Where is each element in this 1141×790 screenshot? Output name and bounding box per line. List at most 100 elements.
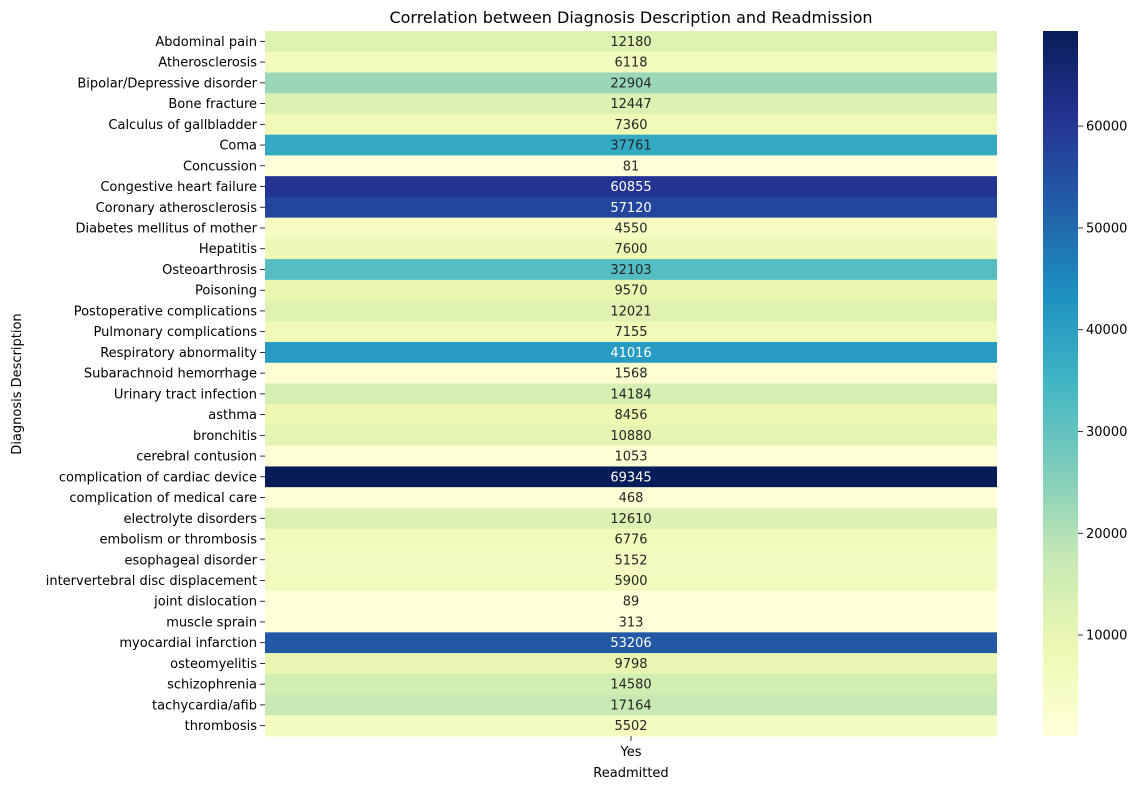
cell-value-label: 1053 xyxy=(614,450,647,465)
heatmap-cell xyxy=(265,694,997,716)
y-tick-label: cerebral contusion xyxy=(136,450,257,465)
y-tick-label: Coma xyxy=(219,139,257,154)
cell-value-label: 12180 xyxy=(610,35,651,50)
y-tick-label: thrombosis xyxy=(185,719,258,734)
colorbar: 10000 20000 30000 40000 50000 60000 xyxy=(1043,31,1127,736)
cell-value-label: 12610 xyxy=(610,512,651,527)
heatmap-cell xyxy=(265,342,997,364)
cell-value-label: 1568 xyxy=(614,367,647,382)
cell-value-label: 9570 xyxy=(614,284,647,299)
cell-value-label: 10880 xyxy=(610,429,651,444)
y-tick-label: esophageal disorder xyxy=(125,553,258,568)
y-tick-label: complication of medical care xyxy=(69,491,257,506)
y-axis-label: Diagnosis Description xyxy=(10,313,25,454)
y-tick-label: Pulmonary complications xyxy=(94,325,258,340)
cell-value-label: 14580 xyxy=(610,678,651,693)
y-tick-label: asthma xyxy=(208,408,257,423)
cell-value-label: 7600 xyxy=(614,242,647,257)
x-tick-labels: Yes xyxy=(620,736,642,760)
heatmap-cell xyxy=(265,155,997,177)
heatmap-cells: 12180 6118 22904 12447 7360 37761 81 60855 57120… xyxy=(265,31,997,737)
chart-title: Correlation between Diagnosis Descriptio… xyxy=(389,8,872,27)
cell-value-label: 32103 xyxy=(610,263,651,278)
y-tick-label: Congestive heart failure xyxy=(100,180,257,195)
heatmap-cell xyxy=(265,72,997,94)
cell-value-label: 53206 xyxy=(610,636,651,651)
y-tick-label: osteomyelitis xyxy=(170,657,257,672)
cell-value-label: 37761 xyxy=(610,139,651,154)
heatmap-cell xyxy=(265,507,997,530)
colorbar-tick-label: 40000 xyxy=(1086,323,1127,338)
heatmap-cell xyxy=(265,487,997,509)
cell-value-label: 4550 xyxy=(614,221,647,236)
heatmap-cell xyxy=(265,217,997,239)
y-tick-label: tachycardia/afib xyxy=(152,698,257,713)
heatmap-cell xyxy=(265,279,997,302)
y-tick-label: myocardial infarction xyxy=(119,636,257,651)
heatmap-cell xyxy=(265,673,997,696)
cell-value-label: 41016 xyxy=(610,346,651,361)
heatmap-cell xyxy=(265,93,997,115)
y-tick-label: muscle sprain xyxy=(166,615,257,630)
y-tick-label: Postoperative complications xyxy=(74,304,258,319)
y-tick-label: Urinary tract infection xyxy=(114,387,257,402)
y-tick-label: Poisoning xyxy=(195,284,257,299)
cell-value-label: 12447 xyxy=(610,97,651,112)
y-tick-label: Bone fracture xyxy=(168,97,257,112)
y-tick-label: Atherosclerosis xyxy=(158,56,257,71)
cell-value-label: 14184 xyxy=(610,387,651,402)
heatmap-cell xyxy=(265,653,997,675)
cell-value-label: 7360 xyxy=(614,118,647,133)
y-tick-label: Abdominal pain xyxy=(155,35,257,50)
y-tick-label: Concussion xyxy=(183,159,257,174)
cell-value-label: 468 xyxy=(619,491,644,506)
cell-value-label: 7155 xyxy=(614,325,647,340)
heatmap-cell xyxy=(265,528,997,550)
y-tick-label: Osteoarthrosis xyxy=(162,263,257,278)
heatmap-cell xyxy=(265,570,997,592)
heatmap-cell xyxy=(265,424,997,447)
y-tick-label: intervertebral disc displacement xyxy=(46,574,257,589)
cell-value-label: 5502 xyxy=(614,719,647,734)
x-axis-label: Readmitted xyxy=(593,766,668,781)
y-tick-label: embolism or thrombosis xyxy=(100,533,258,548)
heatmap-cell xyxy=(265,404,997,426)
cell-value-label: 6776 xyxy=(614,533,647,548)
heatmap-cell xyxy=(265,238,997,260)
cell-value-label: 89 xyxy=(623,595,640,610)
cell-value-label: 12021 xyxy=(610,304,651,319)
heatmap-cell xyxy=(265,134,997,156)
cell-value-label: 6118 xyxy=(614,56,647,71)
y-tick-label: Diabetes mellitus of mother xyxy=(75,221,257,236)
heatmap-cell xyxy=(265,632,997,654)
cell-value-label: 313 xyxy=(619,615,644,630)
cell-value-label: 9798 xyxy=(614,657,647,672)
y-tick-label: electrolyte disorders xyxy=(124,512,258,527)
heatmap-cell xyxy=(265,196,997,219)
x-tick-label: Yes xyxy=(620,745,642,760)
cell-value-label: 81 xyxy=(623,159,640,174)
cell-value-label: 17164 xyxy=(610,698,651,713)
heatmap-cell xyxy=(265,466,997,488)
heatmap-cell xyxy=(265,445,997,467)
heatmap-cell xyxy=(265,549,997,571)
colorbar-tick-label: 20000 xyxy=(1086,527,1127,542)
y-tick-label: complication of cardiac device xyxy=(59,470,257,485)
y-tick-label: Calculus of gallbladder xyxy=(108,118,257,133)
y-tick-label: Hepatitis xyxy=(199,242,257,257)
heatmap-cell xyxy=(265,611,997,633)
cell-value-label: 69345 xyxy=(610,470,651,485)
y-tick-label: Bipolar/Depressive disorder xyxy=(77,76,257,91)
heatmap-cell xyxy=(265,590,997,613)
cell-value-label: 5152 xyxy=(614,553,647,568)
heatmap-cell xyxy=(265,362,997,384)
cell-value-label: 5900 xyxy=(614,574,647,589)
y-tick-label: schizophrenia xyxy=(167,678,257,693)
y-tick-label: Respiratory abnormality xyxy=(100,346,257,361)
heatmap-cell xyxy=(265,259,997,281)
cell-value-label: 60855 xyxy=(610,180,651,195)
y-tick-label: Subarachnoid hemorrhage xyxy=(84,367,257,382)
y-tick-label: Coronary atherosclerosis xyxy=(96,201,258,216)
colorbar-tick-label: 50000 xyxy=(1086,221,1127,236)
cell-value-label: 8456 xyxy=(614,408,647,423)
